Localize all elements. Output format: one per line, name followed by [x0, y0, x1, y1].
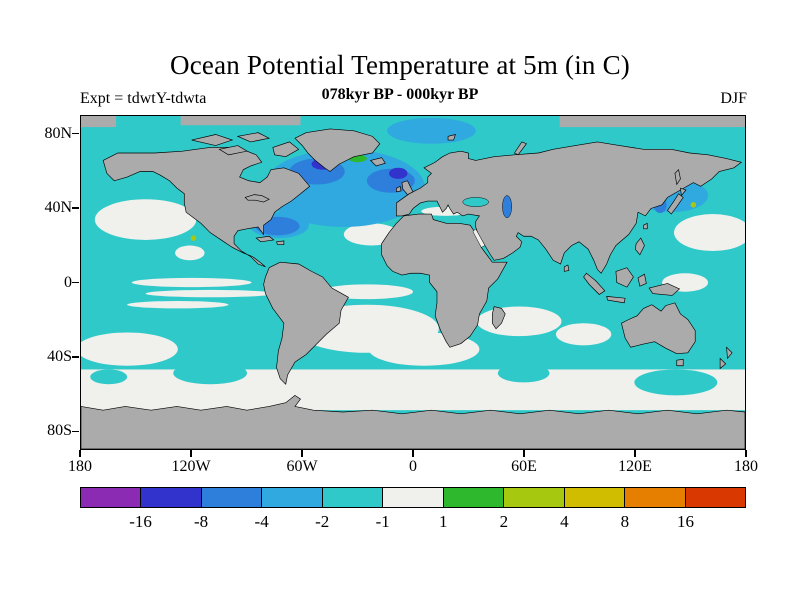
islands: [191, 132, 733, 370]
experiment-label: Expt = tdwtY-tdwta: [80, 90, 207, 107]
greenland: [294, 128, 381, 172]
y-tick-label: 80S: [47, 422, 72, 440]
y-tick-label: 0: [64, 273, 72, 291]
madagascar: [491, 306, 506, 330]
hispaniola: [276, 240, 285, 245]
japan: [667, 193, 684, 215]
colorbar-segment: [81, 488, 141, 507]
arctic-island-2: [236, 132, 271, 143]
new-zealand-north: [726, 346, 733, 360]
colorbar-label: -1: [375, 512, 390, 531]
borneo: [615, 267, 634, 288]
colorbar-label: -8: [193, 512, 209, 531]
x-tick-label: 60W: [286, 458, 318, 475]
x-tick-mark: [634, 450, 636, 457]
colorbar-segment: [563, 488, 625, 507]
x-axis: 180 120W 60W 0 60E 120E 180: [68, 458, 758, 480]
antarctica: [81, 394, 745, 449]
arctic-island-3: [218, 145, 248, 156]
red-sea: [472, 228, 486, 248]
africa: [381, 213, 508, 348]
y-tick-mark: [72, 132, 79, 135]
colorbar-labels: -16 -8 -4 -2 -1 1 2 4 8 16: [80, 512, 746, 534]
figure-title: Ocean Potential Temperature at 5m (in C): [170, 50, 630, 80]
colorbar-segment: [624, 488, 685, 507]
world-map-svg: [81, 116, 745, 449]
inland-seas: [244, 194, 512, 248]
colorbar-label: 4: [560, 512, 569, 531]
colorbar-segment: [442, 488, 504, 507]
x-tick-mark: [745, 450, 747, 457]
y-axis: 80N 40N 0 40S 80S: [30, 115, 72, 450]
continents: [81, 128, 745, 449]
ireland: [396, 185, 402, 193]
black-sea: [462, 197, 489, 207]
x-tick-label: 60E: [511, 458, 537, 475]
caspian-sea: [502, 195, 512, 218]
philippines: [634, 237, 645, 256]
x-tick-mark: [190, 450, 192, 457]
map-plot: [80, 115, 746, 450]
colorbar-segment: [261, 488, 322, 507]
sumatra: [583, 272, 606, 295]
x-tick-label: 120E: [618, 458, 652, 475]
sakhalin: [674, 168, 681, 186]
north-america: [102, 147, 311, 268]
iceland: [369, 157, 386, 167]
new-guinea: [648, 283, 681, 296]
colorbar-segment: [321, 488, 383, 507]
south-america: [263, 261, 349, 385]
great-lakes: [244, 194, 270, 203]
colorbar-segment: [200, 488, 262, 507]
y-tick-label: 40S: [47, 347, 72, 365]
colorbar-segment: [382, 488, 443, 507]
season-label: DJF: [720, 90, 747, 107]
colorbar-segment: [140, 488, 201, 507]
eurasia: [396, 141, 743, 274]
y-tick-mark: [72, 281, 79, 284]
y-tick-label: 80N: [44, 124, 72, 142]
australia: [621, 302, 696, 355]
colorbar-segment: [684, 488, 745, 507]
baffin-island: [272, 141, 300, 158]
colorbar-label: -2: [315, 512, 330, 531]
colorbar-label: 16: [676, 512, 694, 531]
taiwan: [643, 222, 648, 230]
sri-lanka: [563, 264, 570, 272]
tasmania: [676, 358, 684, 367]
java: [606, 296, 626, 304]
x-tick-mark: [79, 450, 81, 457]
anomaly-cyan-southern: [90, 362, 718, 396]
arctic-gray-strips: [81, 116, 745, 128]
y-tick-mark: [72, 356, 79, 358]
arctic-island-1: [191, 134, 234, 146]
colorbar-label: 8: [620, 512, 630, 531]
x-tick-label: 120W: [171, 458, 211, 475]
x-tick-label: 0: [409, 458, 417, 475]
hokkaido: [680, 187, 687, 197]
new-zealand-south: [719, 357, 727, 370]
x-tick-label: 180: [734, 458, 758, 475]
british-isles: [401, 180, 414, 196]
svalbard: [447, 134, 456, 141]
colorbar-label: -4: [254, 512, 269, 531]
colorbar-label: -16: [129, 512, 152, 531]
sulawesi: [637, 273, 647, 287]
period-label: 078kyr BP - 000kyr BP: [321, 86, 479, 103]
x-tick-mark: [523, 450, 525, 457]
y-tick-mark: [72, 207, 79, 209]
colorbar-segment: [503, 488, 564, 507]
colorbar: [80, 487, 746, 508]
colorbar-label: 1: [439, 512, 448, 531]
x-tick-mark: [412, 450, 414, 457]
x-tick-mark: [301, 450, 303, 457]
cuba: [255, 235, 275, 243]
y-tick-label: 40N: [44, 199, 72, 217]
x-tick-label: 180: [68, 458, 92, 475]
novaya-zemlya: [513, 141, 527, 156]
y-tick-mark: [72, 430, 79, 433]
colorbar-label: 2: [499, 512, 509, 531]
